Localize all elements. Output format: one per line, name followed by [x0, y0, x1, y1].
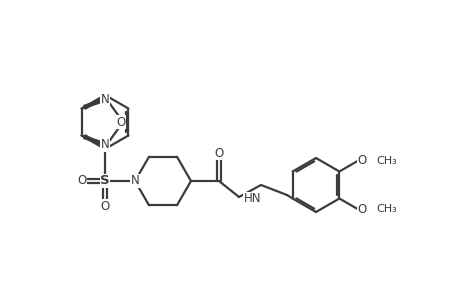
Text: N: N: [130, 175, 139, 188]
Text: CH₃: CH₃: [375, 155, 396, 166]
Text: N: N: [101, 138, 109, 151]
Text: O: O: [357, 154, 366, 167]
Text: O: O: [100, 200, 109, 212]
Text: O: O: [357, 203, 366, 216]
Text: O: O: [214, 146, 223, 160]
Text: HN: HN: [243, 193, 261, 206]
Text: N: N: [101, 93, 109, 106]
Text: CH₃: CH₃: [375, 205, 396, 214]
Text: O: O: [77, 175, 86, 188]
Text: O: O: [116, 116, 125, 128]
Text: S: S: [100, 175, 110, 188]
